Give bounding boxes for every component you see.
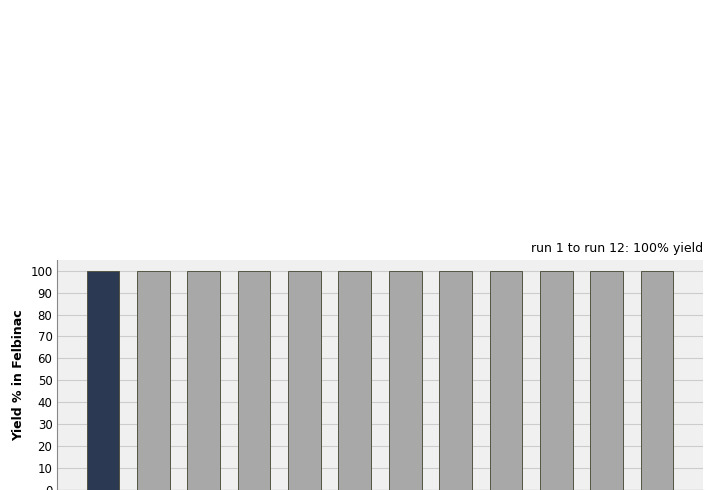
Y-axis label: Yield % in Felbinac: Yield % in Felbinac [11,309,24,441]
Bar [490,270,522,490]
Text: run 1 to run 12: 100% yield: run 1 to run 12: 100% yield [531,242,703,255]
Bar [338,270,371,490]
Bar [389,270,422,490]
Bar [440,270,472,490]
Bar [288,270,320,490]
Bar [590,270,623,490]
Bar [87,270,120,490]
Bar [187,270,220,490]
Bar [238,270,270,490]
Bar [137,270,170,490]
Bar [540,270,573,490]
Bar [640,270,673,490]
